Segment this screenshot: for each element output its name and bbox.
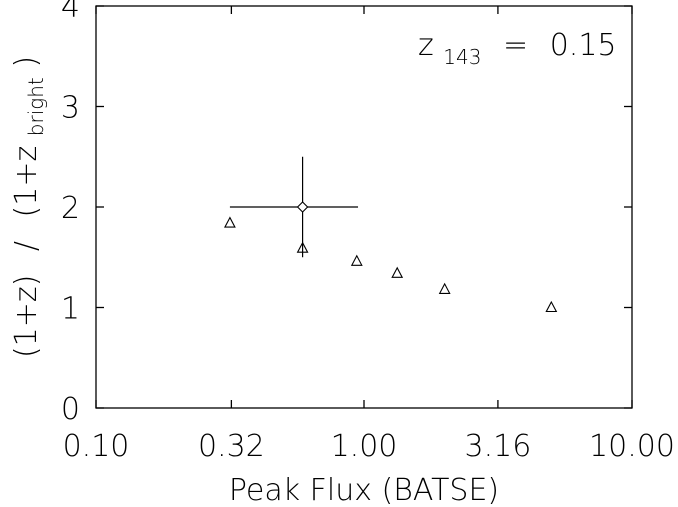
x-tick-label: 0.32 — [198, 429, 265, 464]
y-tick-label: 2 — [61, 191, 80, 226]
triangle-point — [224, 216, 236, 228]
y-tick-label: 0 — [61, 392, 80, 427]
y-axis-title-denominator: (1+z — [9, 146, 44, 218]
x-tick-labels: 0.10 0.32 1.00 3.16 10.00 — [63, 429, 675, 464]
triangle-point — [391, 266, 404, 278]
tick-marks — [95, 5, 633, 409]
annotation-value: 0.15 — [550, 28, 617, 63]
x-tick-label: 0.10 — [63, 429, 130, 464]
triangle-point — [350, 254, 363, 266]
y-axis-title-subscript: bright — [24, 77, 48, 136]
redshift-annotation: z 143 = 0.15 — [418, 28, 617, 72]
annotation-z: z — [418, 28, 434, 63]
x-tick-label: 1.00 — [331, 429, 398, 464]
x-tick-label: 10.00 — [589, 429, 675, 464]
y-axis-title-separator: / — [9, 241, 44, 251]
triangle-point — [545, 300, 558, 313]
data-marks — [224, 156, 558, 313]
x-tick-label: 3.16 — [465, 429, 532, 464]
triangle-point — [438, 282, 451, 294]
y-tick-label: 4 — [61, 0, 80, 25]
x-axis-title: Peak Flux (BATSE) — [229, 473, 499, 507]
annotation-subscript: 143 — [443, 45, 481, 69]
y-axis-title-numerator: (1+z) — [9, 275, 44, 358]
y-tick-label: 1 — [61, 292, 80, 327]
y-tick-label: 3 — [61, 91, 80, 126]
diamond-point — [296, 201, 309, 213]
y-axis-title-close: ) — [9, 56, 44, 68]
plot-frame — [95, 5, 633, 409]
y-tick-labels: 0 1 2 3 4 — [61, 0, 80, 427]
y-axis-title: (1+z) / (1+z bright ) — [9, 56, 51, 358]
annotation-equals: = — [503, 28, 528, 63]
